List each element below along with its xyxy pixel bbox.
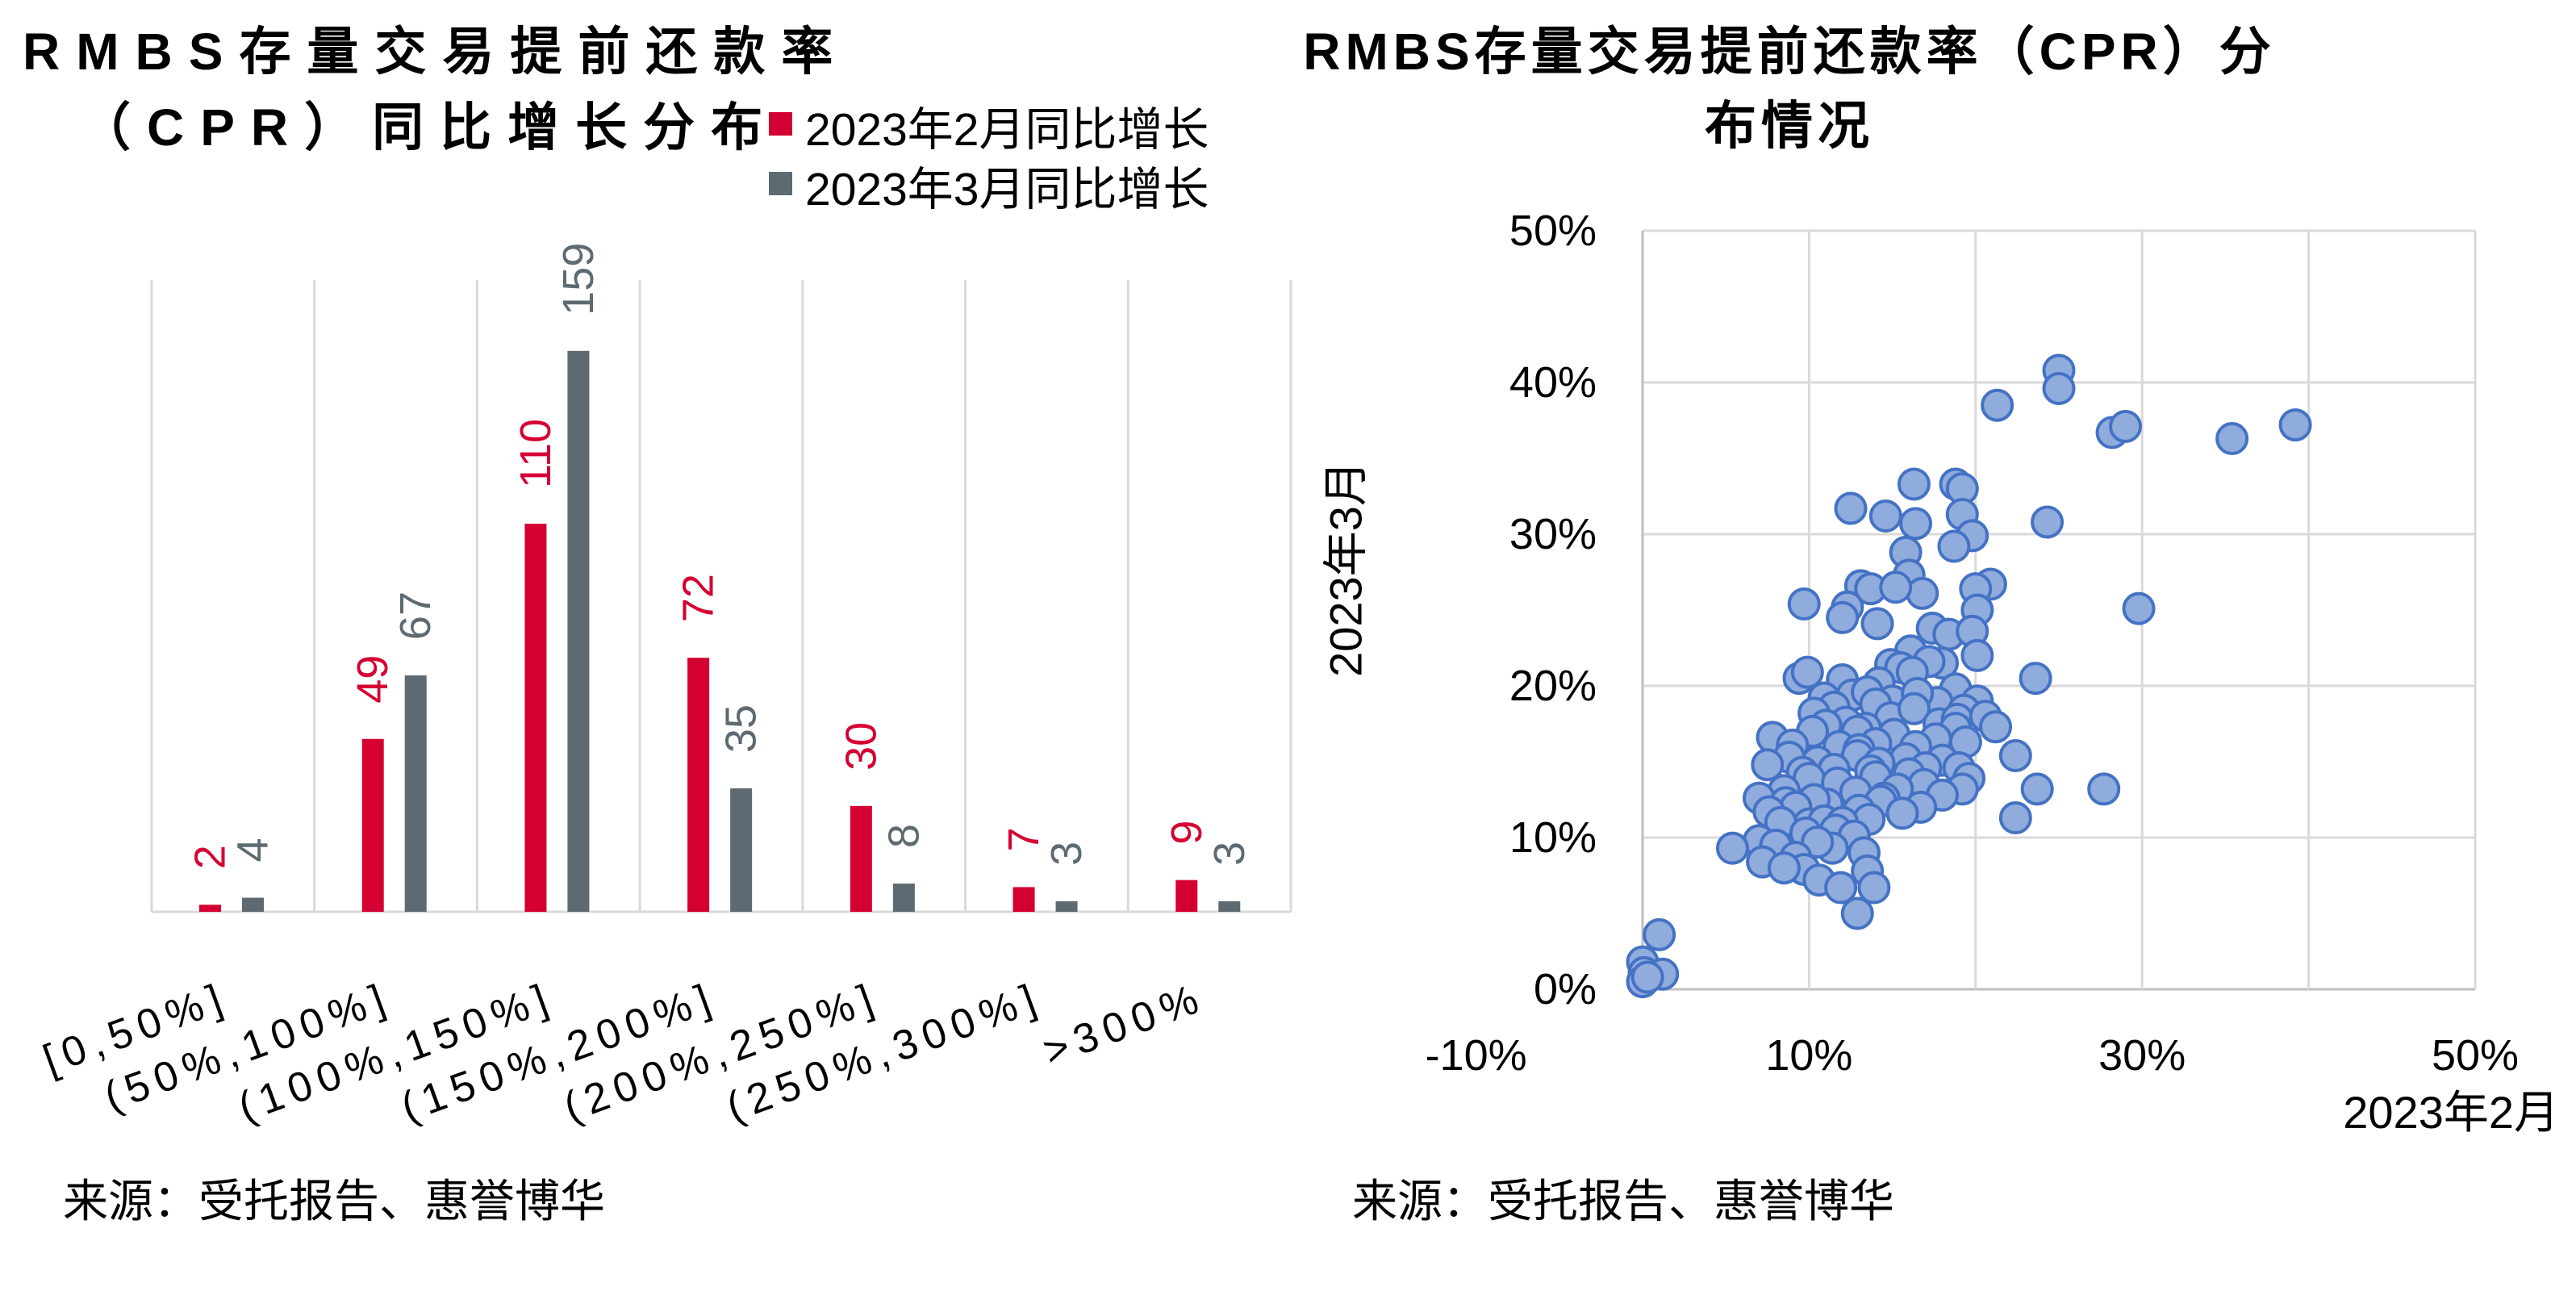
bar-chart-title-line-1: RMBS存量交易提前还款率 [23, 23, 849, 81]
scatter-point-29 [1826, 600, 1860, 634]
scatter-point-128 [1715, 831, 1749, 865]
data-label-series-1-category-2: 49 [349, 655, 397, 704]
scatter-point-120 [1998, 801, 2032, 835]
bar-series-1-category-5 [850, 805, 872, 912]
scatter-point-37 [1960, 638, 1994, 672]
data-label-series-2-category-4: 35 [717, 704, 766, 753]
scatter-point-83 [1998, 738, 2032, 772]
data-label-series-2-category-6: 3 [1042, 842, 1091, 866]
scatter-point-69 [1979, 710, 2013, 744]
scatter-point-11 [1897, 467, 1931, 501]
bar-series-2-category-7 [1218, 901, 1241, 912]
bar-chart-title-line-2: （CPR）同比增长分布 [79, 98, 779, 157]
data-label-series-2-category-3: 159 [554, 243, 603, 316]
scatter-point-5 [2109, 410, 2143, 444]
scatter-point-42 [1790, 655, 1824, 689]
bar-series-2-category-2 [404, 675, 427, 912]
legend-label-series-2: 2023年3月同比增长 [805, 164, 1209, 215]
scatter-point-2 [2042, 372, 2076, 406]
y-tick-label: 50% [1509, 207, 1597, 255]
scatter-chart-source: 来源：受托报告、惠誉博华 [1352, 1176, 1894, 1227]
scatter-point-18 [1937, 529, 1971, 563]
scatter-chart: RMBS存量交易提前还款率（CPR）分 布情况 0% 10% 20% 30% 40% 50… [1303, 23, 2559, 1227]
x-tick-label: 30% [2098, 1031, 2186, 1080]
scatter-point-6 [2215, 422, 2249, 456]
bar-series-1-category-6 [1012, 887, 1035, 912]
data-label-series-2-category-1: 4 [229, 838, 278, 862]
x-tick-label: 10% [1765, 1031, 1852, 1080]
bar-series-2-category-5 [892, 884, 915, 912]
data-label-series-1-category-1: 2 [186, 845, 235, 869]
scatter-point-138 [1857, 871, 1891, 905]
scatter-point-14 [1868, 499, 1902, 533]
data-label-series-1-category-4: 72 [674, 574, 723, 622]
scatter-point-84 [1751, 748, 1785, 782]
bar-series-1-category-2 [361, 738, 384, 912]
legend-swatch-series-1 [769, 112, 792, 136]
scatter-chart-title-line-1: RMBS存量交易提前还款率（CPR）分 [1303, 23, 2276, 81]
scatter-point-15 [1898, 507, 1932, 541]
scatter-point-23 [1906, 576, 1939, 610]
scatter-point-27 [1787, 587, 1821, 621]
data-label-series-2-category-7: 3 [1205, 842, 1254, 866]
data-label-series-1-category-3: 110 [511, 419, 560, 488]
data-label-series-1-category-5: 30 [837, 722, 885, 771]
legend-label-series-1: 2023年2月同比增长 [805, 104, 1209, 156]
bar-chart: RMBS存量交易提前还款率 （CPR）同比增长分布 2023年2月同比增长 20… [23, 23, 1292, 1227]
scatter-point-8 [2031, 505, 2065, 539]
bar-series-2-category-6 [1055, 901, 1078, 912]
scatter-point-9 [2122, 591, 2156, 625]
x-axis-title: 2023年2月 [2343, 1087, 2559, 1138]
y-tick-label: 10% [1509, 813, 1597, 862]
scatter-chart-title-line-2: 布情况 [1705, 97, 1874, 155]
data-label-series-1-category-6: 7 [1000, 827, 1048, 851]
scatter-point-140 [1767, 851, 1801, 885]
x-tick-label: 50% [2432, 1031, 2519, 1080]
scatter-point-99 [2087, 772, 2121, 806]
y-axis-title: 2023年3月 [1321, 461, 1372, 677]
data-label-series-2-category-5: 8 [879, 824, 928, 848]
data-label-series-1-category-7: 9 [1163, 821, 1211, 845]
scatter-point-98 [2020, 772, 2054, 806]
data-label-series-2-category-2: 67 [391, 591, 440, 640]
scatter-point-7 [2278, 408, 2312, 442]
y-tick-label: 20% [1509, 662, 1597, 710]
scatter-point-114 [1885, 796, 1919, 830]
scatter-point-47 [2019, 662, 2052, 696]
category-label-7: >300% [1037, 974, 1212, 1076]
scatter-point-137 [1824, 871, 1858, 905]
scatter-point-30 [1860, 607, 1894, 641]
scatter-point-3 [1981, 388, 2014, 422]
scatter-point-24 [1879, 570, 1913, 604]
scatter-point-139 [1840, 896, 1874, 930]
legend-swatch-series-2 [769, 172, 792, 195]
bar-series-1-category-7 [1175, 880, 1198, 912]
bar-chart-legend: 2023年2月同比增长 2023年3月同比增长 [769, 104, 1209, 215]
bar-chart-source: 来源：受托报告、惠誉博华 [63, 1176, 605, 1227]
scatter-point-10 [1834, 491, 1868, 525]
bar-series-2-category-1 [242, 897, 264, 912]
bar-series-2-category-4 [730, 788, 753, 912]
bar-series-2-category-3 [567, 350, 590, 913]
y-tick-label: 0% [1534, 965, 1597, 1013]
bar-series-1-category-1 [199, 905, 221, 912]
scatter-point-60 [1897, 692, 1931, 725]
bar-series-1-category-4 [687, 658, 710, 912]
y-tick-label: 30% [1509, 510, 1597, 558]
scatter-point-146 [1630, 960, 1664, 994]
scatter-plot-area: 0% 10% 20% 30% 40% 50% -10% 10% 30% 50% [1426, 207, 2519, 1080]
scatter-point-141 [1643, 917, 1676, 951]
y-tick-label: 40% [1509, 358, 1597, 407]
x-tick-label: -10% [1426, 1031, 1527, 1080]
bar-series-1-category-3 [524, 524, 547, 912]
